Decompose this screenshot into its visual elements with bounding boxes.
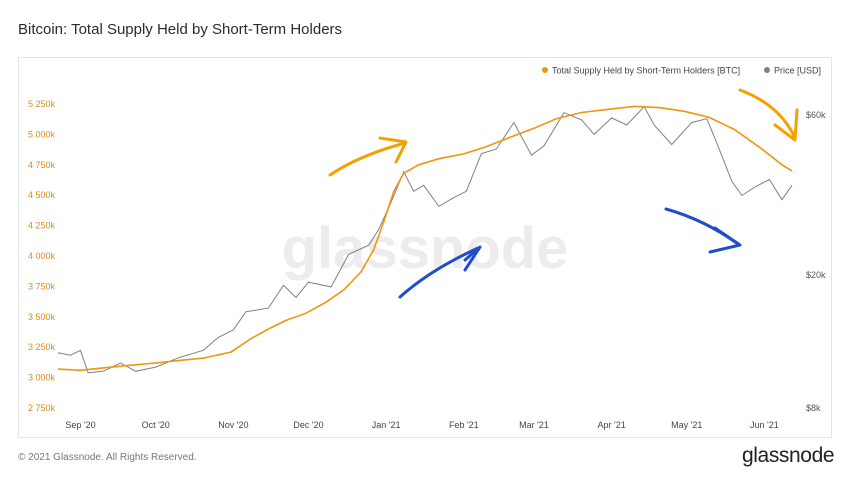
x-tick-label: Nov '20 xyxy=(218,420,248,430)
y-left-tick-label: 2 750k xyxy=(28,403,56,413)
copyright-footer: © 2021 Glassnode. All Rights Reserved. xyxy=(18,452,197,463)
legend-label-supply: Total Supply Held by Short-Term Holders … xyxy=(552,66,740,76)
x-tick-label: May '21 xyxy=(671,420,702,430)
series-line-price xyxy=(57,105,793,374)
y-right-tick-label: $8k xyxy=(806,403,821,413)
legend-label-price: Price [USD] xyxy=(774,66,821,76)
legend: Total Supply Held by Short-Term Holders … xyxy=(542,66,821,76)
x-tick-label: Apr '21 xyxy=(597,420,625,430)
y-left-tick-label: 5 250k xyxy=(28,99,56,109)
y-left-tick-label: 4 500k xyxy=(28,190,56,200)
x-tick-label: Mar '21 xyxy=(519,420,549,430)
legend-marker-supply xyxy=(542,67,548,73)
x-tick-label: Oct '20 xyxy=(142,420,170,430)
y-left-tick-label: 4 750k xyxy=(28,160,56,170)
arrow-blue-up-icon xyxy=(398,245,482,299)
y-left-tick-label: 3 750k xyxy=(28,281,56,291)
y-left-tick-label: 4 250k xyxy=(28,221,56,231)
arrow-blue-down-icon xyxy=(664,207,742,254)
x-tick-label: Dec '20 xyxy=(293,420,323,430)
arrow-shaft xyxy=(328,141,407,177)
arrow-shaft xyxy=(398,246,480,299)
arrow-head xyxy=(378,136,408,164)
arrow-shaft xyxy=(664,207,740,246)
chart-panel xyxy=(18,57,832,438)
arrow-orange-down-icon xyxy=(738,88,799,142)
y-left-tick-label: 3 250k xyxy=(28,342,56,352)
glassnode-logo: glassnode xyxy=(742,444,835,467)
arrow-head xyxy=(708,226,742,254)
chart-title: Bitcoin: Total Supply Held by Short-Term… xyxy=(18,21,343,38)
series-line-supply xyxy=(57,105,793,372)
x-tick-label: Feb '21 xyxy=(449,420,479,430)
x-tick-label: Sep '20 xyxy=(65,420,95,430)
arrow-orange-up-icon xyxy=(328,136,408,177)
y-right-tick-label: $20k xyxy=(806,270,826,280)
y-left-tick-label: 3 000k xyxy=(28,373,56,383)
y-left-tick-label: 3 500k xyxy=(28,312,56,322)
y-left-tick-label: 4 000k xyxy=(28,251,56,261)
x-tick-label: Jan '21 xyxy=(372,420,401,430)
arrow-head xyxy=(773,108,799,142)
arrow-shaft xyxy=(738,88,797,140)
y-left-tick-label: 5 000k xyxy=(28,129,56,139)
x-tick-label: Jun '21 xyxy=(750,420,779,430)
arrow-head xyxy=(463,245,482,272)
watermark: glassnode xyxy=(282,216,569,281)
y-right-tick-label: $60k xyxy=(806,110,826,120)
legend-marker-price xyxy=(764,67,770,73)
